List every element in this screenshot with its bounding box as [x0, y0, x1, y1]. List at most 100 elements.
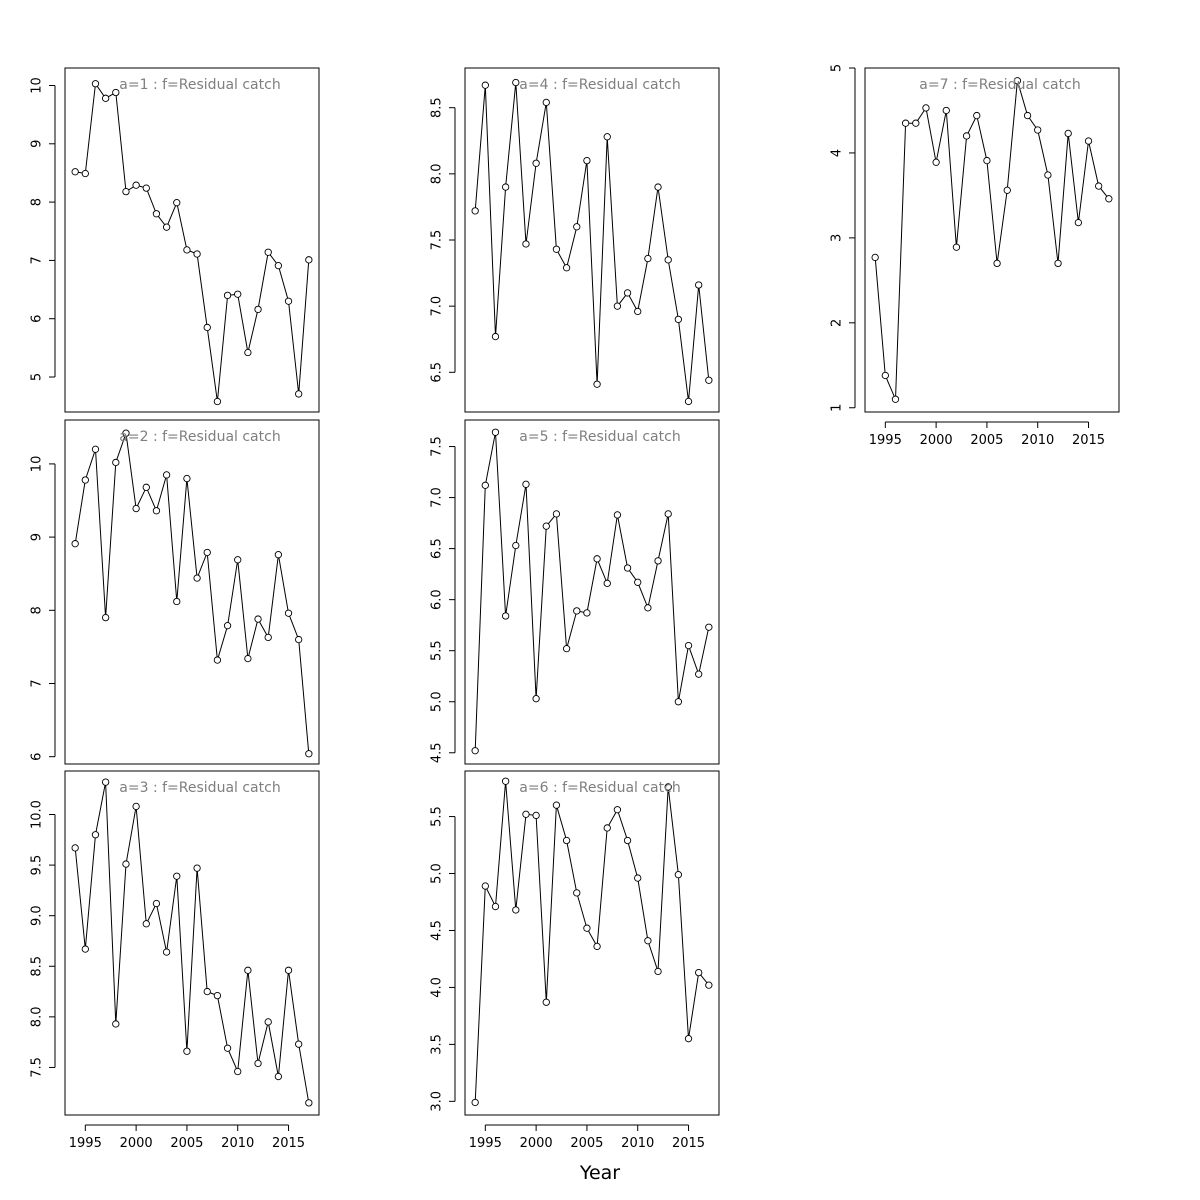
- plot-frame: [64, 419, 320, 765]
- y-tick-label: 8.5: [30, 956, 45, 977]
- plot-frame: [64, 67, 320, 413]
- data-point: [132, 181, 140, 189]
- y-tick-label: 4: [830, 149, 845, 157]
- data-point: [1013, 77, 1022, 85]
- data-point: [705, 623, 713, 631]
- data-point: [173, 872, 181, 880]
- x-tick-label: 2010: [1021, 433, 1054, 448]
- data-point: [152, 507, 161, 515]
- y-tick-label: 6: [30, 753, 45, 761]
- data-point: [644, 937, 652, 945]
- data-point: [674, 698, 683, 706]
- y-tick-label: 7.5: [430, 436, 445, 457]
- data-point: [183, 246, 191, 254]
- data-point: [254, 1059, 262, 1068]
- data-point: [684, 397, 693, 406]
- data-point: [91, 80, 100, 88]
- data-point: [213, 656, 222, 664]
- data-point: [305, 256, 313, 264]
- data-point: [562, 645, 571, 653]
- data-point: [912, 119, 920, 127]
- y-tick-label: 4.5: [430, 742, 445, 763]
- data-point: [193, 250, 201, 258]
- y-tick-label: 4.0: [430, 977, 445, 998]
- panel-title: a=3 : f=Residual catch: [119, 780, 280, 796]
- data-point: [634, 874, 642, 882]
- data-point: [183, 474, 191, 483]
- y-tick-label: 4.5: [430, 920, 445, 941]
- data-point: [562, 836, 571, 845]
- data-point: [674, 871, 683, 879]
- data-point: [983, 156, 991, 165]
- data-point: [552, 245, 561, 253]
- data-point: [244, 348, 252, 357]
- data-point: [295, 635, 303, 644]
- y-tick-label: 8.0: [430, 164, 445, 185]
- data-point: [284, 297, 293, 305]
- panel-5: 4.5 5.0 5.5 6.0 6.5 7.0 7.5 a=5 : f=Residual ca…: [430, 419, 720, 765]
- data-point: [193, 864, 201, 872]
- y-tick-label: 8: [30, 198, 45, 206]
- data-point: [1034, 126, 1042, 134]
- data-point: [623, 836, 632, 845]
- x-tick-label: 2005: [170, 1136, 203, 1151]
- data-point: [522, 240, 530, 248]
- data-point: [654, 183, 662, 191]
- data-point: [583, 924, 591, 932]
- x-tick-label: 2015: [272, 1136, 305, 1151]
- data-point: [532, 695, 540, 703]
- data-point: [183, 1047, 191, 1055]
- data-point: [112, 1020, 120, 1028]
- plot-frame: [864, 67, 1120, 413]
- y-tick-label: 9: [30, 140, 45, 148]
- data-point: [284, 966, 293, 974]
- data-point: [542, 522, 550, 530]
- data-point: [705, 376, 713, 384]
- data-point: [132, 802, 140, 811]
- data-point: [932, 158, 940, 166]
- data-point: [512, 78, 520, 87]
- data-point: [491, 428, 500, 436]
- panel-3: 7.5 8.0 8.5 9.0 9.5 10.0 1995 2000 2005 2010 2015 a…: [30, 770, 320, 1151]
- data-point: [644, 254, 652, 263]
- data-point: [173, 199, 181, 207]
- data-point: [1023, 111, 1032, 120]
- data-point: [264, 633, 272, 642]
- data-point: [1054, 259, 1062, 268]
- data-point: [891, 395, 900, 403]
- data-point: [101, 778, 110, 786]
- y-tick-label: 7.0: [430, 487, 445, 508]
- data-point: [223, 291, 232, 300]
- data-point: [512, 541, 520, 550]
- y-tick-label: 10: [30, 77, 45, 94]
- data-point: [634, 307, 642, 316]
- data-point: [264, 1018, 272, 1026]
- y-tick-label: 5.5: [430, 640, 445, 661]
- data-point: [481, 882, 489, 890]
- data-point: [132, 504, 140, 513]
- data-point: [623, 564, 632, 572]
- y-tick-label: 3.5: [430, 1034, 445, 1055]
- data-point: [583, 609, 591, 617]
- data-point: [542, 98, 550, 107]
- data-point: [593, 555, 601, 563]
- data-point: [623, 289, 632, 297]
- y-tick-label: 6.5: [430, 538, 445, 559]
- data-point: [152, 899, 161, 908]
- series-line: [74, 433, 310, 754]
- data-point: [593, 942, 601, 951]
- panel-title: a=2 : f=Residual catch: [119, 429, 280, 445]
- y-tick-label: 10.0: [30, 800, 45, 829]
- x-tick-label: 2005: [570, 1136, 603, 1151]
- data-point: [254, 615, 262, 623]
- panel-1: 5 6 7 8 9 10 a=1 : f=Residual catch: [30, 67, 320, 413]
- panel-title: a=4 : f=Residual catch: [519, 77, 680, 93]
- panel-7: 1 2 3 4 5 1995 2000 2005 2010 2015 a=7 : f=Residua…: [830, 64, 1120, 448]
- plot-frame: [464, 67, 720, 413]
- data-point: [122, 429, 130, 437]
- data-point: [532, 811, 540, 820]
- data-point: [1044, 171, 1052, 179]
- data-point: [234, 556, 242, 564]
- data-point: [122, 187, 130, 196]
